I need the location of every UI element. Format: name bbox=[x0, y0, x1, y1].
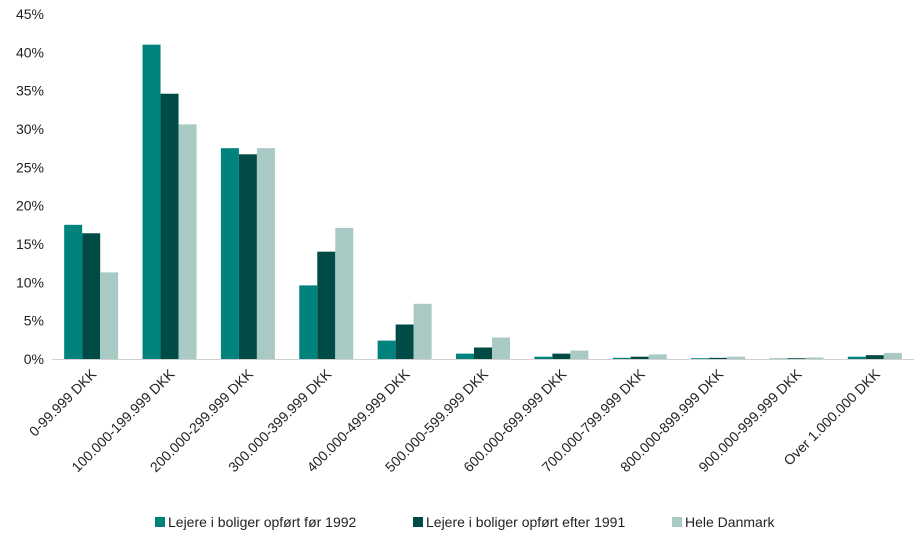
bar bbox=[178, 124, 197, 360]
legend: Lejere i boliger opført før 1992 Lejere i… bbox=[155, 514, 775, 530]
bar bbox=[299, 285, 318, 359]
bar bbox=[160, 93, 179, 359]
bar bbox=[865, 355, 884, 359]
bar bbox=[534, 356, 553, 359]
bar bbox=[727, 356, 746, 359]
bars bbox=[64, 44, 902, 360]
bar bbox=[335, 227, 354, 359]
bar bbox=[787, 358, 806, 359]
bar bbox=[474, 347, 492, 359]
bar bbox=[82, 233, 101, 359]
y-tick-label: 20% bbox=[16, 198, 44, 214]
bar bbox=[256, 148, 275, 359]
y-axis: 0% 5% 10% 15% 20% 25% 30% 35% 40% 45% bbox=[16, 6, 44, 367]
y-tick-label: 0% bbox=[24, 351, 44, 367]
bar bbox=[456, 353, 474, 359]
legend-label: Lejere i boliger opført før 1992 bbox=[168, 514, 357, 530]
y-tick-label: 5% bbox=[24, 313, 44, 329]
bar bbox=[691, 358, 710, 359]
bar bbox=[847, 356, 866, 359]
bar bbox=[413, 303, 432, 359]
bar bbox=[238, 154, 257, 359]
bar bbox=[64, 224, 83, 359]
bar bbox=[395, 324, 414, 359]
bar bbox=[883, 352, 902, 359]
bar bbox=[805, 357, 824, 359]
bar bbox=[630, 356, 649, 359]
x-tick-label: 0-99.999 DKK bbox=[26, 365, 100, 439]
bar bbox=[100, 272, 119, 359]
y-tick-label: 30% bbox=[16, 121, 44, 137]
bar bbox=[552, 353, 571, 359]
bar bbox=[220, 148, 239, 359]
bar bbox=[648, 354, 667, 359]
y-tick-label: 40% bbox=[16, 44, 44, 60]
y-tick-label: 10% bbox=[16, 274, 44, 290]
bar bbox=[142, 44, 161, 360]
bar bbox=[612, 357, 631, 359]
bar bbox=[570, 350, 589, 359]
legend-label: Hele Danmark bbox=[685, 514, 775, 530]
bar bbox=[317, 251, 336, 359]
bar bbox=[377, 340, 396, 359]
legend-label: Lejere i boliger opført efter 1991 bbox=[426, 514, 625, 530]
bar bbox=[492, 337, 510, 359]
bar bbox=[709, 357, 728, 359]
legend-swatch bbox=[672, 517, 682, 527]
legend-swatch bbox=[155, 517, 165, 527]
y-tick-label: 45% bbox=[16, 6, 44, 22]
y-tick-label: 25% bbox=[16, 159, 44, 175]
y-tick-label: 35% bbox=[16, 83, 44, 99]
legend-swatch bbox=[413, 517, 423, 527]
y-tick-label: 15% bbox=[16, 236, 44, 252]
